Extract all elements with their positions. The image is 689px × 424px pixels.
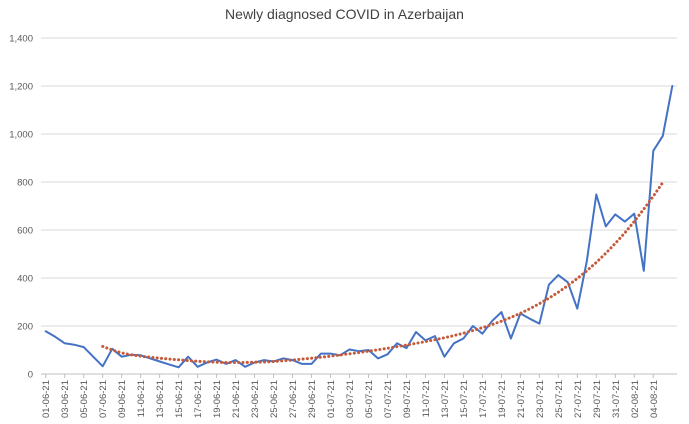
x-tick-label: 29-06-21 xyxy=(307,380,318,418)
x-tick-label: 19-06-21 xyxy=(212,380,223,418)
y-tick-label: 0 xyxy=(28,370,33,381)
y-tick-label: 1,000 xyxy=(9,130,33,141)
x-tick-label: 21-07-21 xyxy=(516,380,527,418)
x-tick-label: 04-08-21 xyxy=(649,380,660,418)
x-tick-label: 17-06-21 xyxy=(193,380,204,418)
y-tick-label: 800 xyxy=(17,178,33,189)
x-tick-label: 11-07-21 xyxy=(421,380,432,417)
x-tick-label: 23-06-21 xyxy=(250,380,261,418)
x-tick-label: 03-07-21 xyxy=(345,380,356,418)
x-tick-label: 11-06-21 xyxy=(136,380,147,417)
x-tick-label: 29-07-21 xyxy=(592,380,603,418)
x-tick-label: 27-07-21 xyxy=(573,380,584,418)
x-tick-label: 23-07-21 xyxy=(535,380,546,418)
x-tick-label: 05-07-21 xyxy=(364,380,375,418)
y-tick-label: 200 xyxy=(17,322,33,333)
x-tick-label: 31-07-21 xyxy=(611,380,622,418)
x-tick-label: 09-06-21 xyxy=(117,380,128,418)
x-tick-label: 21-06-21 xyxy=(231,380,242,418)
x-tick-label: 07-07-21 xyxy=(383,380,394,418)
x-tick-label: 13-06-21 xyxy=(155,380,166,418)
y-tick-label: 600 xyxy=(17,226,33,237)
series-line-daily-cases xyxy=(44,85,674,369)
x-tick-label: 19-07-21 xyxy=(497,380,508,418)
x-tick-label: 02-08-21 xyxy=(630,380,641,418)
y-tick-label: 1,200 xyxy=(9,82,33,93)
series-line-trendline xyxy=(101,181,665,364)
x-tick-label: 09-07-21 xyxy=(402,380,413,418)
x-tick-label: 15-07-21 xyxy=(459,380,470,418)
x-tick-label: 13-07-21 xyxy=(440,380,451,418)
x-tick-label: 05-06-21 xyxy=(79,380,90,418)
x-tick-label: 03-06-21 xyxy=(60,380,71,418)
x-tick-label: 25-06-21 xyxy=(269,380,280,418)
x-tick-label: 01-06-21 xyxy=(41,380,52,418)
x-tick-label: 27-06-21 xyxy=(288,380,299,418)
x-tick-label: 17-07-21 xyxy=(478,380,489,418)
chart-title: Newly diagnosed COVID in Azerbaijan xyxy=(225,6,464,22)
x-tick-label: 01-07-21 xyxy=(326,380,337,418)
x-tick-label: 25-07-21 xyxy=(554,380,565,418)
y-tick-label: 1,400 xyxy=(9,34,33,45)
x-tick-label: 07-06-21 xyxy=(98,380,109,418)
x-tick-label: 15-06-21 xyxy=(174,380,185,418)
y-tick-label: 400 xyxy=(17,274,33,285)
